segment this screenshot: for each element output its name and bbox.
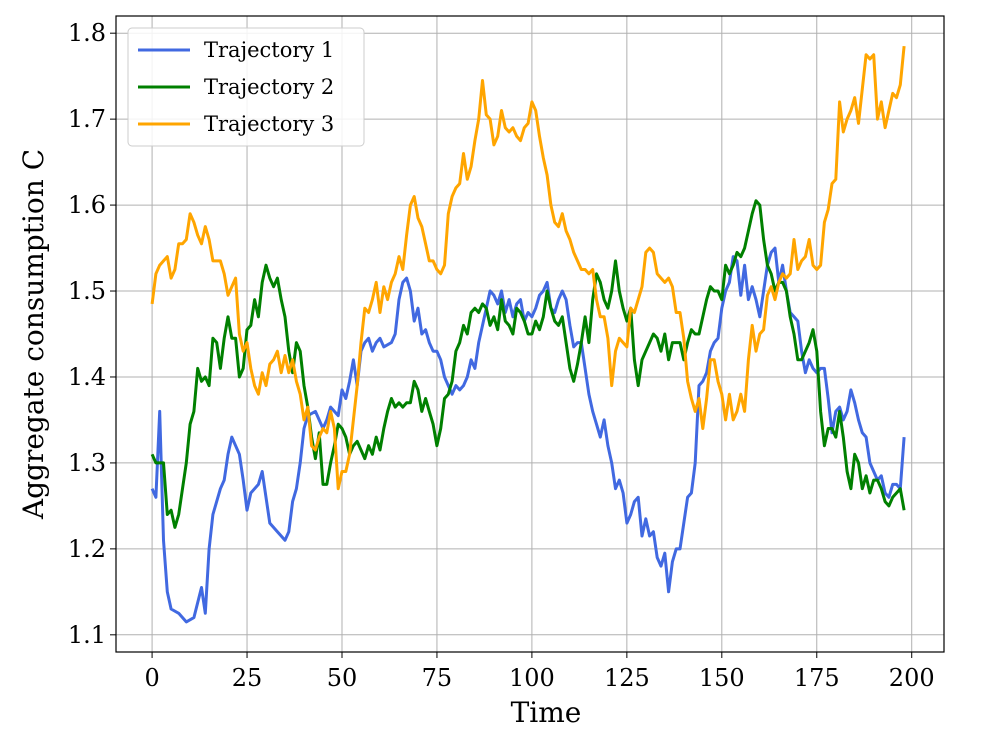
x-tick-label: 200 [889, 664, 935, 692]
x-tick-label: 100 [509, 664, 555, 692]
series-line-trajectory-3 [150, 45, 906, 491]
y-tick-label: 1.7 [68, 105, 106, 133]
y-tick-label: 1.2 [68, 535, 106, 563]
legend-box [127, 27, 365, 147]
plot-frame [115, 15, 945, 653]
axis-ticks: 0 25 50 75 100 125 150 175 200 1.1 1.2 1.3 1.4 1.5 1.6… [68, 19, 935, 692]
x-axis-label: Time [511, 696, 582, 729]
legend-label-trajectory-2: Trajectory 2 [204, 75, 334, 99]
x-tick-label: 150 [699, 664, 745, 692]
legend-label-trajectory-3: Trajectory 3 [204, 112, 334, 136]
y-tick-label: 1.8 [68, 19, 106, 47]
y-tick-label: 1.1 [68, 621, 106, 649]
x-tick-label: 75 [422, 664, 453, 692]
y-tick-label: 1.3 [68, 449, 106, 477]
y-axis-label: Aggregate consumption C [17, 149, 50, 520]
y-tick-label: 1.5 [68, 277, 106, 305]
x-tick-label: 25 [232, 664, 263, 692]
legend: Trajectory 1 Trajectory 2 Trajectory 3 [127, 27, 365, 147]
y-tick-label: 1.6 [68, 191, 106, 219]
legend-label-trajectory-1: Trajectory 1 [204, 38, 334, 62]
series-lines [150, 45, 906, 624]
x-tick-label: 0 [144, 664, 159, 692]
x-tick-label: 50 [327, 664, 358, 692]
x-tick-label: 125 [604, 664, 650, 692]
y-tick-label: 1.4 [68, 363, 106, 391]
x-tick-label: 175 [794, 664, 840, 692]
